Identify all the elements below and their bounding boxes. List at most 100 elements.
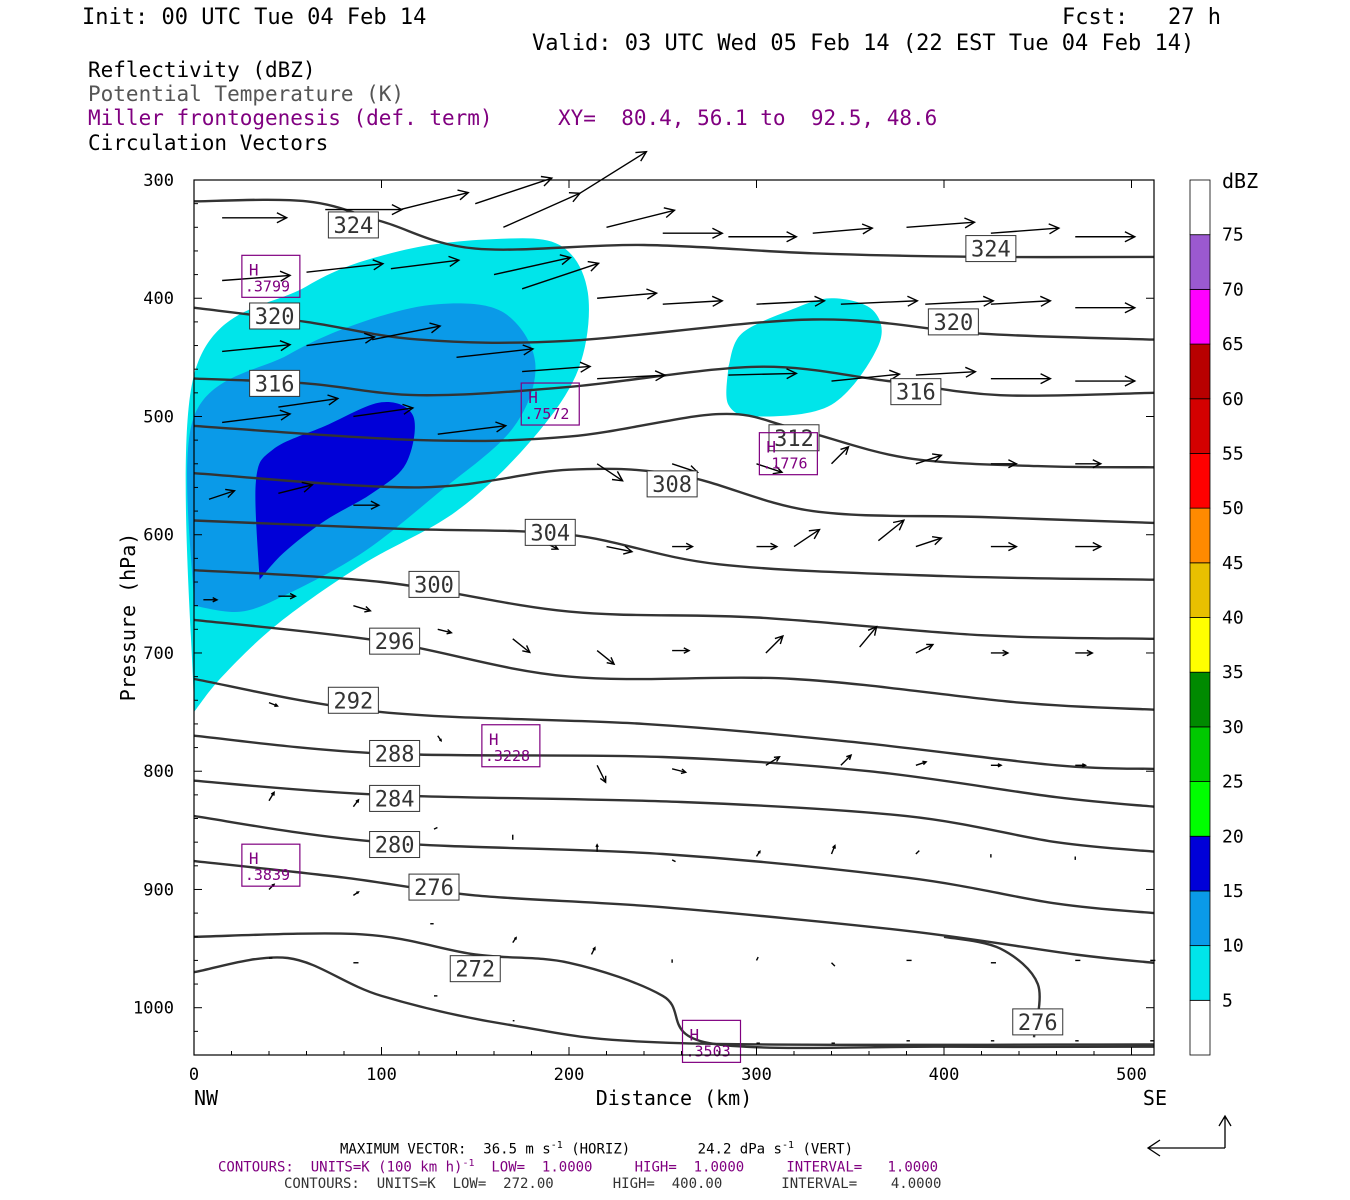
colorbar-label-35: 35 <box>1222 662 1244 683</box>
vector-16 <box>493 254 573 276</box>
vector-shaft-83 <box>433 826 438 830</box>
vector-shaft-37 <box>278 397 338 408</box>
vector-head-18 <box>646 288 659 300</box>
vector-head-31 <box>786 368 798 380</box>
max-vector-note: MAXIMUM VECTOR: 36.5 m s-1 (HORIZ) 24.2 … <box>340 1140 853 1158</box>
colorbar-box-9 <box>1189 507 1211 564</box>
theta-contour-284 <box>193 779 1155 853</box>
axes: 300 400 500 600 700 800 900 1000 0 100 200 300 400 50… <box>133 171 1154 1085</box>
fg-max-value-2: .1776 <box>762 455 807 473</box>
theta-label-box-308-4-0 <box>646 470 698 498</box>
vector-head-43 <box>840 445 850 456</box>
vector-45 <box>990 459 1018 469</box>
vector-shaft-28 <box>456 348 534 359</box>
vector-48 <box>278 481 314 495</box>
contours1-rest: LOW= 1.0000 HIGH= 1.0000 INTERVAL= 1.000… <box>491 1159 939 1176</box>
vector-67 <box>859 625 878 648</box>
vector-4 <box>503 192 582 228</box>
colorbar-label-65: 65 <box>1222 334 1244 355</box>
vector-head-30 <box>654 370 667 382</box>
max-vector-horiz-value: MAXIMUM VECTOR: 36.5 m s <box>340 1141 551 1158</box>
vector-shaft-78 <box>915 761 927 766</box>
vector-43 <box>831 445 850 465</box>
theta-label-box-320-1-0 <box>249 302 301 330</box>
y-tick-label-900: 900 <box>143 880 174 900</box>
vector-head-68 <box>926 643 935 651</box>
theta-contour-320 <box>193 306 1155 344</box>
theta-contour-296 <box>193 618 1155 711</box>
vector-head-0 <box>276 212 289 224</box>
vector-shaft-4 <box>503 192 581 228</box>
x-tick-label-100: 100 <box>366 1065 397 1085</box>
vector-head-6 <box>663 207 676 219</box>
vector-head-22 <box>982 295 995 307</box>
vector-3 <box>475 175 554 205</box>
vector-85 <box>595 843 599 852</box>
vector-6 <box>606 207 676 228</box>
vector-81 <box>268 790 275 802</box>
theta-label-300-6-0: 300 <box>414 573 454 598</box>
fg-max-symbol-0: H <box>249 260 259 279</box>
plot-frame <box>193 179 1155 1056</box>
vector-head-63 <box>522 645 532 654</box>
colorbar-label-20: 20 <box>1222 826 1244 847</box>
vector-69 <box>990 649 1010 657</box>
vector-shaft-99 <box>831 962 836 967</box>
vector-head-49 <box>370 500 381 510</box>
vector-57 <box>990 541 1018 552</box>
colorbar-box-13 <box>1189 288 1211 345</box>
vector-11 <box>990 223 1061 235</box>
theta-contour-312 <box>193 412 1155 469</box>
fg-max-box-5 <box>681 1019 742 1063</box>
theta-label-304-5-0: 304 <box>530 521 570 546</box>
vector-shaft-62 <box>437 628 452 634</box>
x-tick-label-300: 300 <box>741 1065 772 1085</box>
vector-head-70 <box>1086 649 1094 657</box>
vector-54 <box>793 528 821 548</box>
vector-30 <box>597 370 667 382</box>
colorbar-label-75: 75 <box>1222 225 1244 246</box>
fg-max-box-2 <box>758 432 818 476</box>
vector-39 <box>437 421 508 435</box>
vector-shaft-30 <box>597 374 666 380</box>
vector-shaft-27 <box>371 325 441 341</box>
vector-93 <box>352 891 360 896</box>
theta-label-320-1-1: 320 <box>934 311 974 336</box>
vector-shaft-42 <box>756 463 783 473</box>
vector-head-20 <box>814 295 827 307</box>
vector-head-11 <box>1048 223 1061 235</box>
theta-contours <box>193 198 1155 1050</box>
vector-head-3 <box>540 175 554 187</box>
vector-shaft-33 <box>915 371 976 376</box>
vector-49 <box>353 500 381 510</box>
fg-max-value-0: .3799 <box>245 277 290 295</box>
colorbar-box-6 <box>1189 671 1211 728</box>
vector-shaft-76 <box>765 756 780 766</box>
vector-shaft-64 <box>596 650 615 665</box>
theta-label-280-11-0: 280 <box>375 834 415 859</box>
vector-head-28 <box>522 344 535 356</box>
vector-68 <box>915 643 935 654</box>
colorbar-label-15: 15 <box>1222 881 1244 902</box>
theta-label-284-10-0: 284 <box>375 787 415 812</box>
vector-61 <box>353 605 372 613</box>
y-tick-label-500: 500 <box>143 407 174 427</box>
vector-24 <box>1075 302 1137 314</box>
y-tick-label-300: 300 <box>143 171 174 191</box>
vector-19 <box>662 295 724 307</box>
vector-28 <box>456 344 535 359</box>
vector-10 <box>906 217 977 229</box>
theta-contour-304 <box>193 519 1155 581</box>
x-end-left: NW <box>194 1086 219 1110</box>
vector-29 <box>522 361 592 373</box>
vector-8 <box>728 231 798 243</box>
vector-shaft-3 <box>475 177 552 205</box>
vector-head-40 <box>611 471 624 482</box>
theta-label-324-0-0: 324 <box>334 214 374 239</box>
vector-head-85 <box>595 843 599 848</box>
vector-head-37 <box>327 394 340 406</box>
colorbar-unit: dBZ <box>1222 169 1258 193</box>
colorbar-box-7 <box>1189 617 1211 673</box>
vector-head-5 <box>635 150 648 162</box>
